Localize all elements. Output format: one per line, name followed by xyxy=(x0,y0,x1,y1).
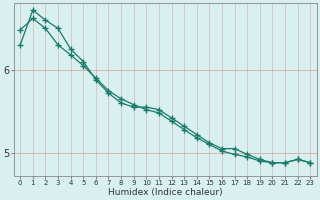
X-axis label: Humidex (Indice chaleur): Humidex (Indice chaleur) xyxy=(108,188,222,197)
